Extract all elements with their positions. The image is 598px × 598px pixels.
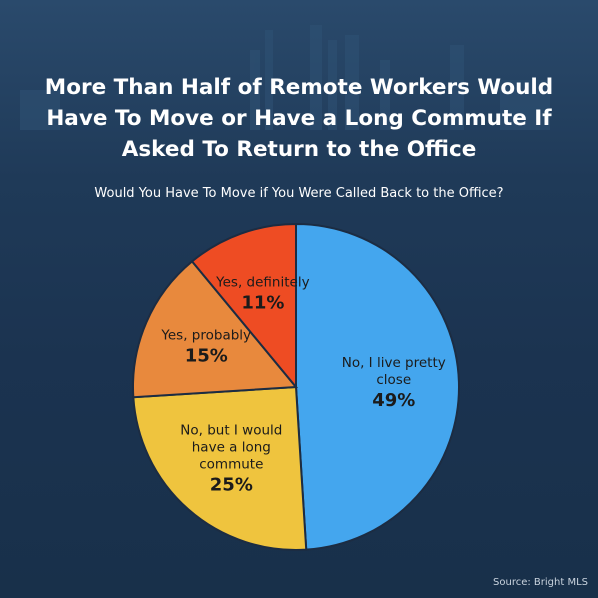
pie-slice: [132, 385, 308, 551]
category-label: Yes, probably: [161, 327, 252, 344]
slice-label: Yes, definitely 11%: [198, 274, 328, 315]
slice-label: Yes, probably 15%: [141, 328, 271, 369]
slice-label: No, but I would have a long commute 25%: [166, 423, 296, 498]
chart-title: More Than Half of Remote Workers Would H…: [44, 75, 554, 162]
category-label: No, but I would have a long commute: [180, 422, 283, 473]
chart-subtitle: Would You Have To Move if You Were Calle…: [94, 186, 504, 201]
source-note: Source: Bright MLS: [493, 577, 588, 588]
value-label: 25%: [209, 474, 253, 496]
slice-label: No, I live pretty close 49%: [329, 355, 459, 413]
category-label: Yes, definitely: [216, 274, 310, 291]
pie-slice: [190, 222, 297, 390]
value-label: 11%: [241, 292, 285, 314]
pie-slice: [132, 259, 299, 399]
value-label: 49%: [372, 389, 416, 411]
value-label: 15%: [184, 345, 228, 367]
pie-slice: [295, 222, 460, 551]
category-label: No, I live pretty close: [341, 354, 446, 388]
